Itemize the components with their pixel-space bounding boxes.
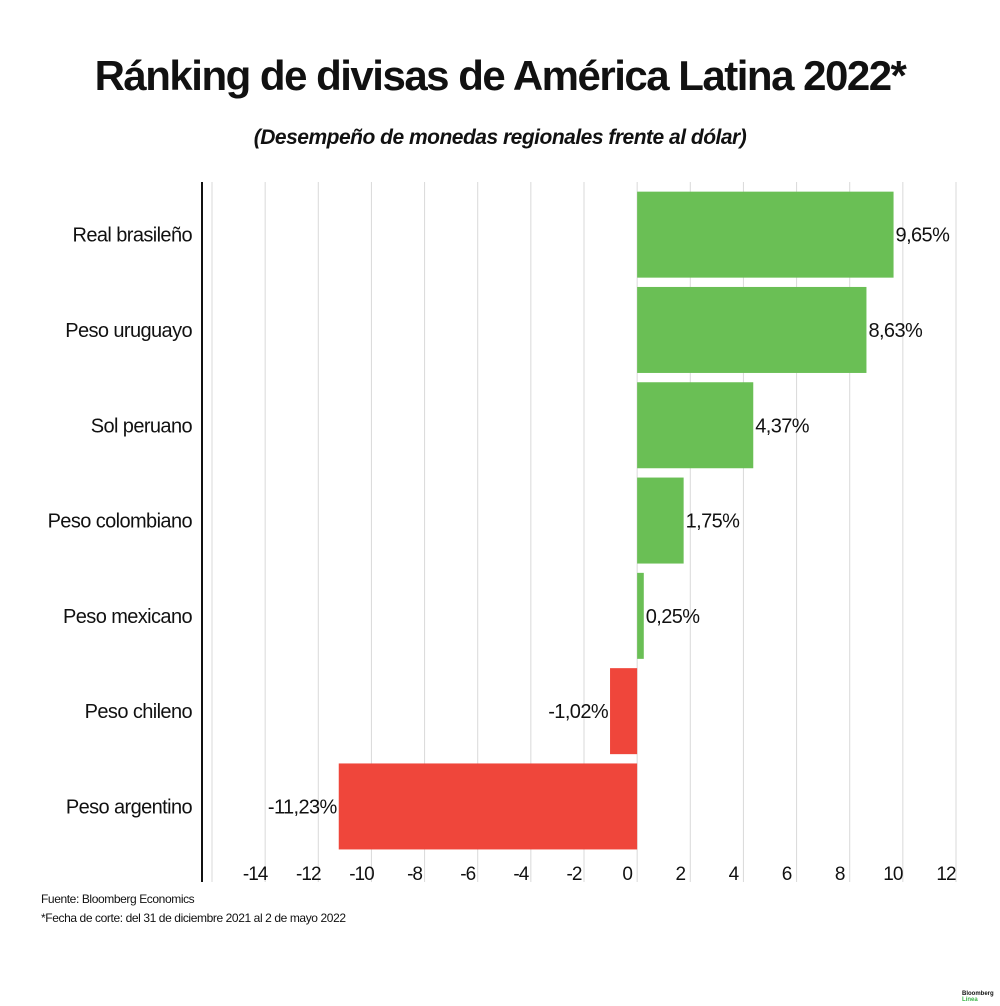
data-label: -11,23% — [268, 796, 338, 818]
x-tick-label: 8 — [835, 864, 845, 885]
x-tick-label: -14 — [243, 864, 269, 885]
x-tick-label: -4 — [513, 864, 529, 885]
bar — [637, 572, 644, 659]
category-label: Peso argentino — [66, 796, 193, 818]
x-tick-label: -8 — [407, 864, 422, 885]
chart-title: Ránking de divisas de América Latina 202… — [94, 52, 907, 99]
x-tick-label: 0 — [622, 864, 632, 885]
data-label: 9,65% — [896, 225, 951, 247]
x-tick-label: -12 — [296, 864, 321, 885]
source-note: Fuente: Bloomberg Economics — [41, 892, 195, 906]
category-label: Real brasileño — [73, 225, 193, 247]
x-tick-label: 4 — [729, 864, 740, 885]
bar — [637, 286, 867, 373]
x-tick-label: 2 — [675, 864, 685, 885]
category-label: Sol peruano — [91, 415, 193, 437]
x-tick-label: 10 — [883, 864, 903, 885]
logo-line1: Bloomberg — [962, 991, 994, 997]
bloomberg-linea-logo: Bloomberg Línea — [962, 991, 994, 1003]
data-label: 0,25% — [646, 606, 701, 628]
logo-line2: Línea — [962, 997, 978, 1003]
chart-subtitle: (Desempeño de monedas regionales frente … — [253, 126, 747, 149]
bar — [338, 763, 638, 850]
date-note: *Fecha de corte: del 31 de diciembre 202… — [41, 911, 346, 925]
x-tick-label: -2 — [567, 864, 582, 885]
bar — [637, 382, 754, 469]
x-tick-label: 6 — [782, 864, 792, 885]
bar — [637, 477, 684, 564]
data-label: 8,63% — [868, 320, 923, 342]
category-label: Peso colombiano — [48, 511, 193, 533]
data-label: -1,02% — [548, 701, 609, 723]
bar — [610, 668, 638, 755]
x-tick-label: -6 — [460, 864, 475, 885]
x-tick-label: 12 — [936, 864, 956, 885]
category-label: Peso uruguayo — [65, 320, 192, 342]
data-label: 4,37% — [755, 415, 810, 437]
category-label: Peso chileno — [85, 701, 193, 723]
category-label: Peso mexicano — [63, 606, 192, 628]
bar — [637, 191, 894, 278]
x-tick-label: -10 — [349, 864, 374, 885]
data-label: 1,75% — [686, 511, 741, 533]
